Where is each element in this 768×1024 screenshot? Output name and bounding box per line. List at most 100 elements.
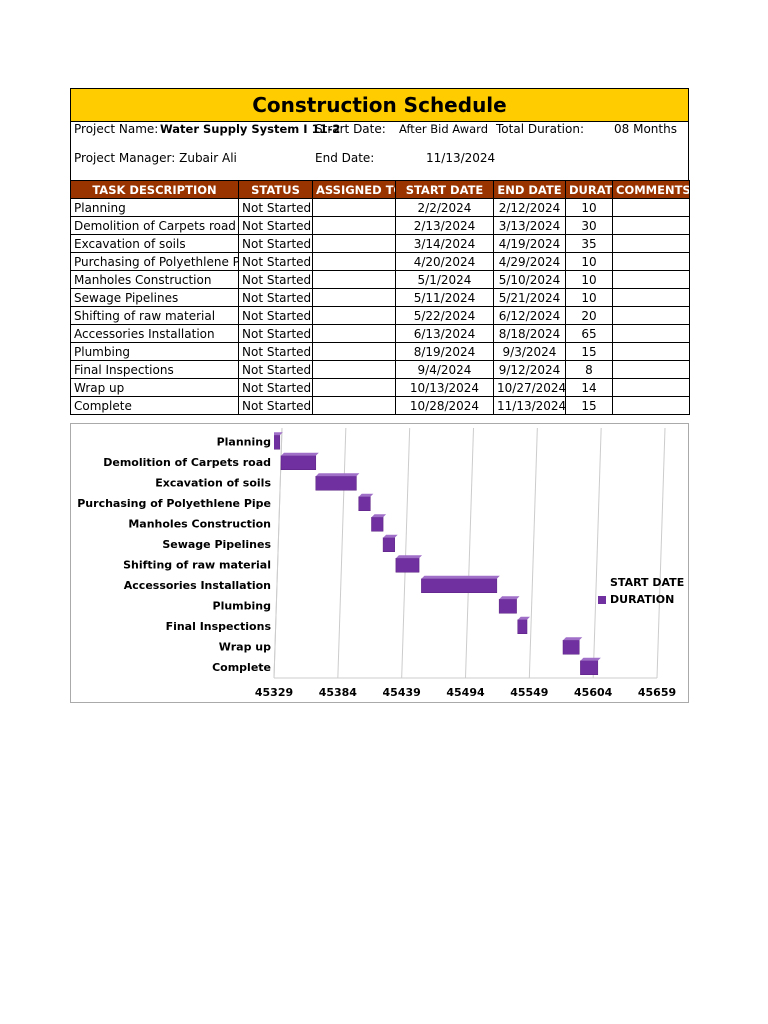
x-tick-label: 45549 (510, 686, 548, 699)
grid-line (465, 427, 474, 679)
x-tick-label: 45659 (638, 686, 676, 699)
title-bar: Construction Schedule (70, 88, 689, 122)
label: Project Name: (74, 122, 159, 136)
x-tick-label: 45439 (383, 686, 421, 699)
category-label: Wrap up (219, 640, 271, 653)
table-row: Plumbing Not Started 8/19/2024 9/3/2024 15 (70, 342, 690, 361)
duration-bar (358, 496, 371, 511)
table-row: Manholes Construction Not Started 5/1/2024… (70, 270, 690, 289)
duration-bar (382, 537, 395, 552)
table-cell: Not Started (238, 396, 313, 415)
bar-top (371, 514, 387, 518)
duration-bar (395, 558, 420, 573)
label: Total Duration: (496, 122, 585, 136)
table-cell: 9/3/2024 (493, 342, 566, 361)
duration-bar (371, 517, 384, 532)
x-tick-label: 45329 (255, 686, 293, 699)
table-cell: 3/14/2024 (395, 234, 494, 253)
grid-line (592, 427, 602, 679)
category-label: Shifting of raw material (123, 558, 271, 571)
table-cell: Not Started (238, 342, 313, 361)
table-cell: 2/2/2024 (395, 198, 494, 217)
chart-frame (70, 423, 689, 703)
table-cell (612, 396, 690, 415)
table-cell: Not Started (238, 216, 313, 235)
category-label: Sewage Pipelines (162, 538, 271, 551)
grid-line (337, 427, 347, 679)
table-cell: 4/19/2024 (493, 234, 566, 253)
duration-bar (421, 578, 498, 593)
bar-top (280, 452, 319, 456)
table-cell: Accessories Installation (70, 324, 239, 343)
table-cell: 6/13/2024 (395, 324, 494, 343)
table-cell: Excavation of soils (70, 234, 239, 253)
legend-swatch (598, 596, 606, 604)
category-label: Plumbing (213, 599, 271, 612)
table-cell: 4/29/2024 (493, 252, 566, 271)
column-header: STATUS (238, 180, 313, 199)
grid-line (528, 427, 538, 679)
table-cell: 5/21/2024 (493, 288, 566, 307)
value: 08 Months (614, 122, 677, 136)
category-label: Final Inspections (166, 620, 272, 633)
bar-top (517, 616, 531, 620)
table-cell: Not Started (238, 252, 313, 271)
bar-top (383, 534, 398, 538)
bar-top (421, 575, 500, 579)
table-cell: Complete (70, 396, 239, 415)
table-cell: 6/12/2024 (493, 306, 566, 325)
label: Project Manager: Zubair Ali (74, 151, 237, 165)
table-cell: 5/22/2024 (395, 306, 494, 325)
table-cell: 3/13/2024 (493, 216, 566, 235)
table-cell: 10/28/2024 (395, 396, 494, 415)
table-row: Complete Not Started 10/28/2024 11/13/2024 1… (70, 396, 690, 415)
column-header: DURATION (565, 180, 613, 199)
column-header: ASSIGNED TO (312, 180, 396, 199)
table-row: Shifting of raw material Not Started 5/22/… (70, 306, 690, 325)
axis-floor (273, 427, 283, 679)
duration-bar (315, 476, 357, 491)
category-label: Excavation of soils (155, 476, 271, 489)
duration-bar (280, 455, 317, 470)
bar-top (395, 555, 423, 559)
table-cell: 10 (565, 270, 613, 289)
bar-top (580, 657, 601, 661)
duration-bar (517, 619, 528, 634)
schedule-table: TASK DESCRIPTION STATUS ASSIGNED TO START D… (70, 180, 690, 415)
bar-top (315, 473, 360, 477)
category-label: Purchasing of Polyethlene Pipe (77, 497, 271, 510)
grid-line (401, 427, 411, 679)
table-cell: Planning (70, 198, 239, 217)
category-label: Accessories Installation (124, 579, 271, 592)
value: 11/13/2024 (426, 151, 496, 165)
table-cell: 10/27/2024 (493, 378, 566, 397)
table-row: Excavation of soils Not Started 3/14/2024 4… (70, 234, 690, 253)
table-cell: 10 (565, 288, 613, 307)
table-cell: 5/10/2024 (493, 270, 566, 289)
value: Water Supply System I 11-2 (160, 122, 341, 136)
table-cell: 20 (565, 306, 613, 325)
column-header: END DATE (493, 180, 566, 199)
bar-top (499, 596, 520, 600)
label: Strart Date: (315, 122, 386, 136)
table-cell: 9/12/2024 (493, 360, 566, 379)
category-label: Planning (217, 435, 271, 448)
legend-label: START DATE (610, 576, 684, 589)
table-row: Purchasing of Polyethlene PipeNot Starte… (70, 252, 690, 271)
x-tick-label: 45384 (319, 686, 358, 699)
category-label: Complete (212, 661, 271, 674)
x-tick-label: 45604 (574, 686, 613, 699)
category-label: Manholes Construction (128, 517, 271, 530)
table-cell: 2/12/2024 (493, 198, 566, 217)
bar-top (358, 493, 374, 497)
x-tick-label: 45494 (446, 686, 485, 699)
duration-bar (498, 599, 517, 614)
bars (274, 432, 601, 675)
table-cell: 15 (565, 396, 613, 415)
table-row: Final Inspections Not Started 9/4/2024 9/12… (70, 360, 690, 379)
table-cell: 2/13/2024 (395, 216, 494, 235)
value: After Bid Award (399, 122, 488, 136)
duration-bar (580, 660, 599, 675)
